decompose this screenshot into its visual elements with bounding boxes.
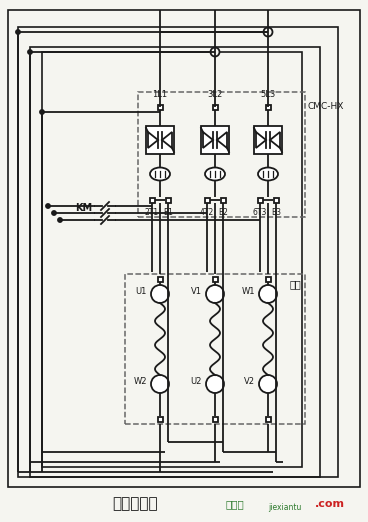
Circle shape: [259, 285, 277, 303]
Text: 6T3: 6T3: [253, 208, 267, 217]
Circle shape: [263, 28, 272, 37]
Text: U1: U1: [136, 287, 147, 295]
Text: V2: V2: [244, 376, 255, 386]
Circle shape: [151, 375, 169, 393]
Text: B2: B2: [218, 208, 228, 217]
Ellipse shape: [258, 168, 278, 181]
Circle shape: [46, 204, 50, 208]
Ellipse shape: [205, 168, 225, 181]
Circle shape: [28, 50, 32, 54]
Text: W1: W1: [241, 287, 255, 295]
Text: 4T2: 4T2: [200, 208, 214, 217]
Bar: [146, 126, 174, 154]
Bar: [265, 277, 270, 281]
Text: W2: W2: [134, 376, 147, 386]
Bar: [212, 104, 217, 110]
Text: 5L3: 5L3: [261, 90, 276, 99]
Bar: [201, 126, 229, 154]
Bar: [212, 417, 217, 421]
Bar: [273, 197, 279, 203]
Text: 3L2: 3L2: [208, 90, 223, 99]
Text: V1: V1: [191, 287, 202, 295]
Bar: [220, 197, 226, 203]
Bar: [42, 52, 302, 467]
Bar: [158, 104, 163, 110]
Bar: [212, 277, 217, 281]
Bar: [158, 277, 163, 281]
Bar: [258, 197, 262, 203]
Text: .com: .com: [315, 499, 345, 509]
Bar: [254, 126, 282, 154]
Circle shape: [206, 285, 224, 303]
Bar: [265, 104, 270, 110]
Circle shape: [259, 375, 277, 393]
Text: 三角形内接: 三角形内接: [112, 496, 158, 512]
Text: KM: KM: [75, 203, 92, 213]
Circle shape: [58, 218, 62, 222]
Bar: [265, 417, 270, 421]
Circle shape: [52, 211, 56, 215]
Circle shape: [210, 48, 219, 56]
Bar: [138, 92, 305, 217]
Circle shape: [206, 375, 224, 393]
Text: 1L1: 1L1: [152, 90, 167, 99]
Text: 2T1: 2T1: [145, 208, 159, 217]
Bar: [205, 197, 209, 203]
Text: 电机: 电机: [289, 279, 301, 289]
Circle shape: [16, 30, 20, 34]
Bar: [149, 197, 155, 203]
Bar: [125, 274, 305, 424]
Text: B1: B1: [163, 208, 173, 217]
Circle shape: [40, 110, 44, 114]
Text: CMC-HX: CMC-HX: [307, 102, 343, 111]
Text: jiexiantu: jiexiantu: [268, 503, 301, 512]
Bar: [158, 417, 163, 421]
Bar: [18, 27, 338, 477]
Bar: [30, 47, 320, 477]
Text: 接线图: 接线图: [225, 499, 244, 509]
Bar: [166, 197, 170, 203]
Text: B3: B3: [271, 208, 281, 217]
Text: U2: U2: [191, 376, 202, 386]
Ellipse shape: [150, 168, 170, 181]
Circle shape: [151, 285, 169, 303]
